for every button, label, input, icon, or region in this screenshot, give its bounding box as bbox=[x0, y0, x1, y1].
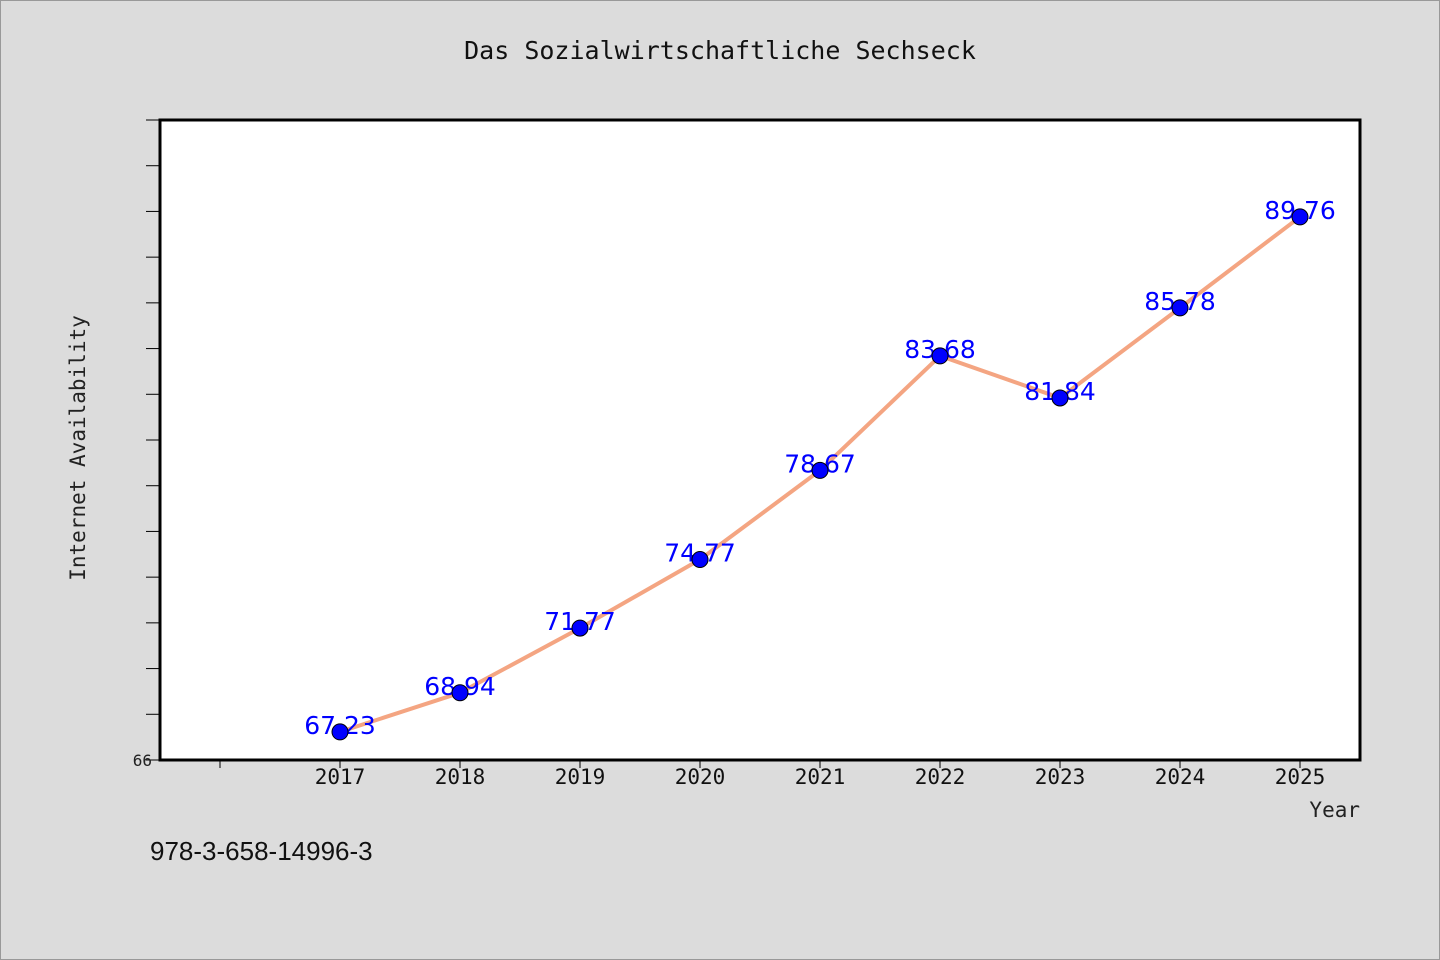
x-tick-label: 2023 bbox=[1035, 765, 1086, 789]
x-tick-label: 2020 bbox=[675, 765, 726, 789]
x-tick-label: 2024 bbox=[1155, 765, 1206, 789]
x-tick-label: 2019 bbox=[555, 765, 606, 789]
y-tick-label: 66 bbox=[133, 751, 152, 770]
x-tick-label: 2017 bbox=[315, 765, 366, 789]
data-point bbox=[1171, 299, 1189, 317]
chart-title: Das Sozialwirtschaftliche Sechseck bbox=[464, 36, 976, 65]
isbn-caption: 978-3-658-14996-3 bbox=[150, 836, 373, 866]
data-point bbox=[331, 723, 349, 741]
x-axis-label: Year bbox=[1309, 798, 1360, 822]
x-tick-label: 2025 bbox=[1275, 765, 1326, 789]
x-tick-label: 2018 bbox=[435, 765, 486, 789]
data-point bbox=[931, 347, 949, 365]
data-point bbox=[811, 461, 829, 479]
x-tick-label: 2022 bbox=[915, 765, 966, 789]
plot-area bbox=[158, 118, 1362, 762]
data-point bbox=[451, 684, 469, 702]
data-point bbox=[1051, 389, 1069, 407]
data-point bbox=[691, 551, 709, 569]
data-point bbox=[571, 619, 589, 637]
data-point bbox=[1291, 208, 1309, 226]
x-tick-label: 2021 bbox=[795, 765, 846, 789]
